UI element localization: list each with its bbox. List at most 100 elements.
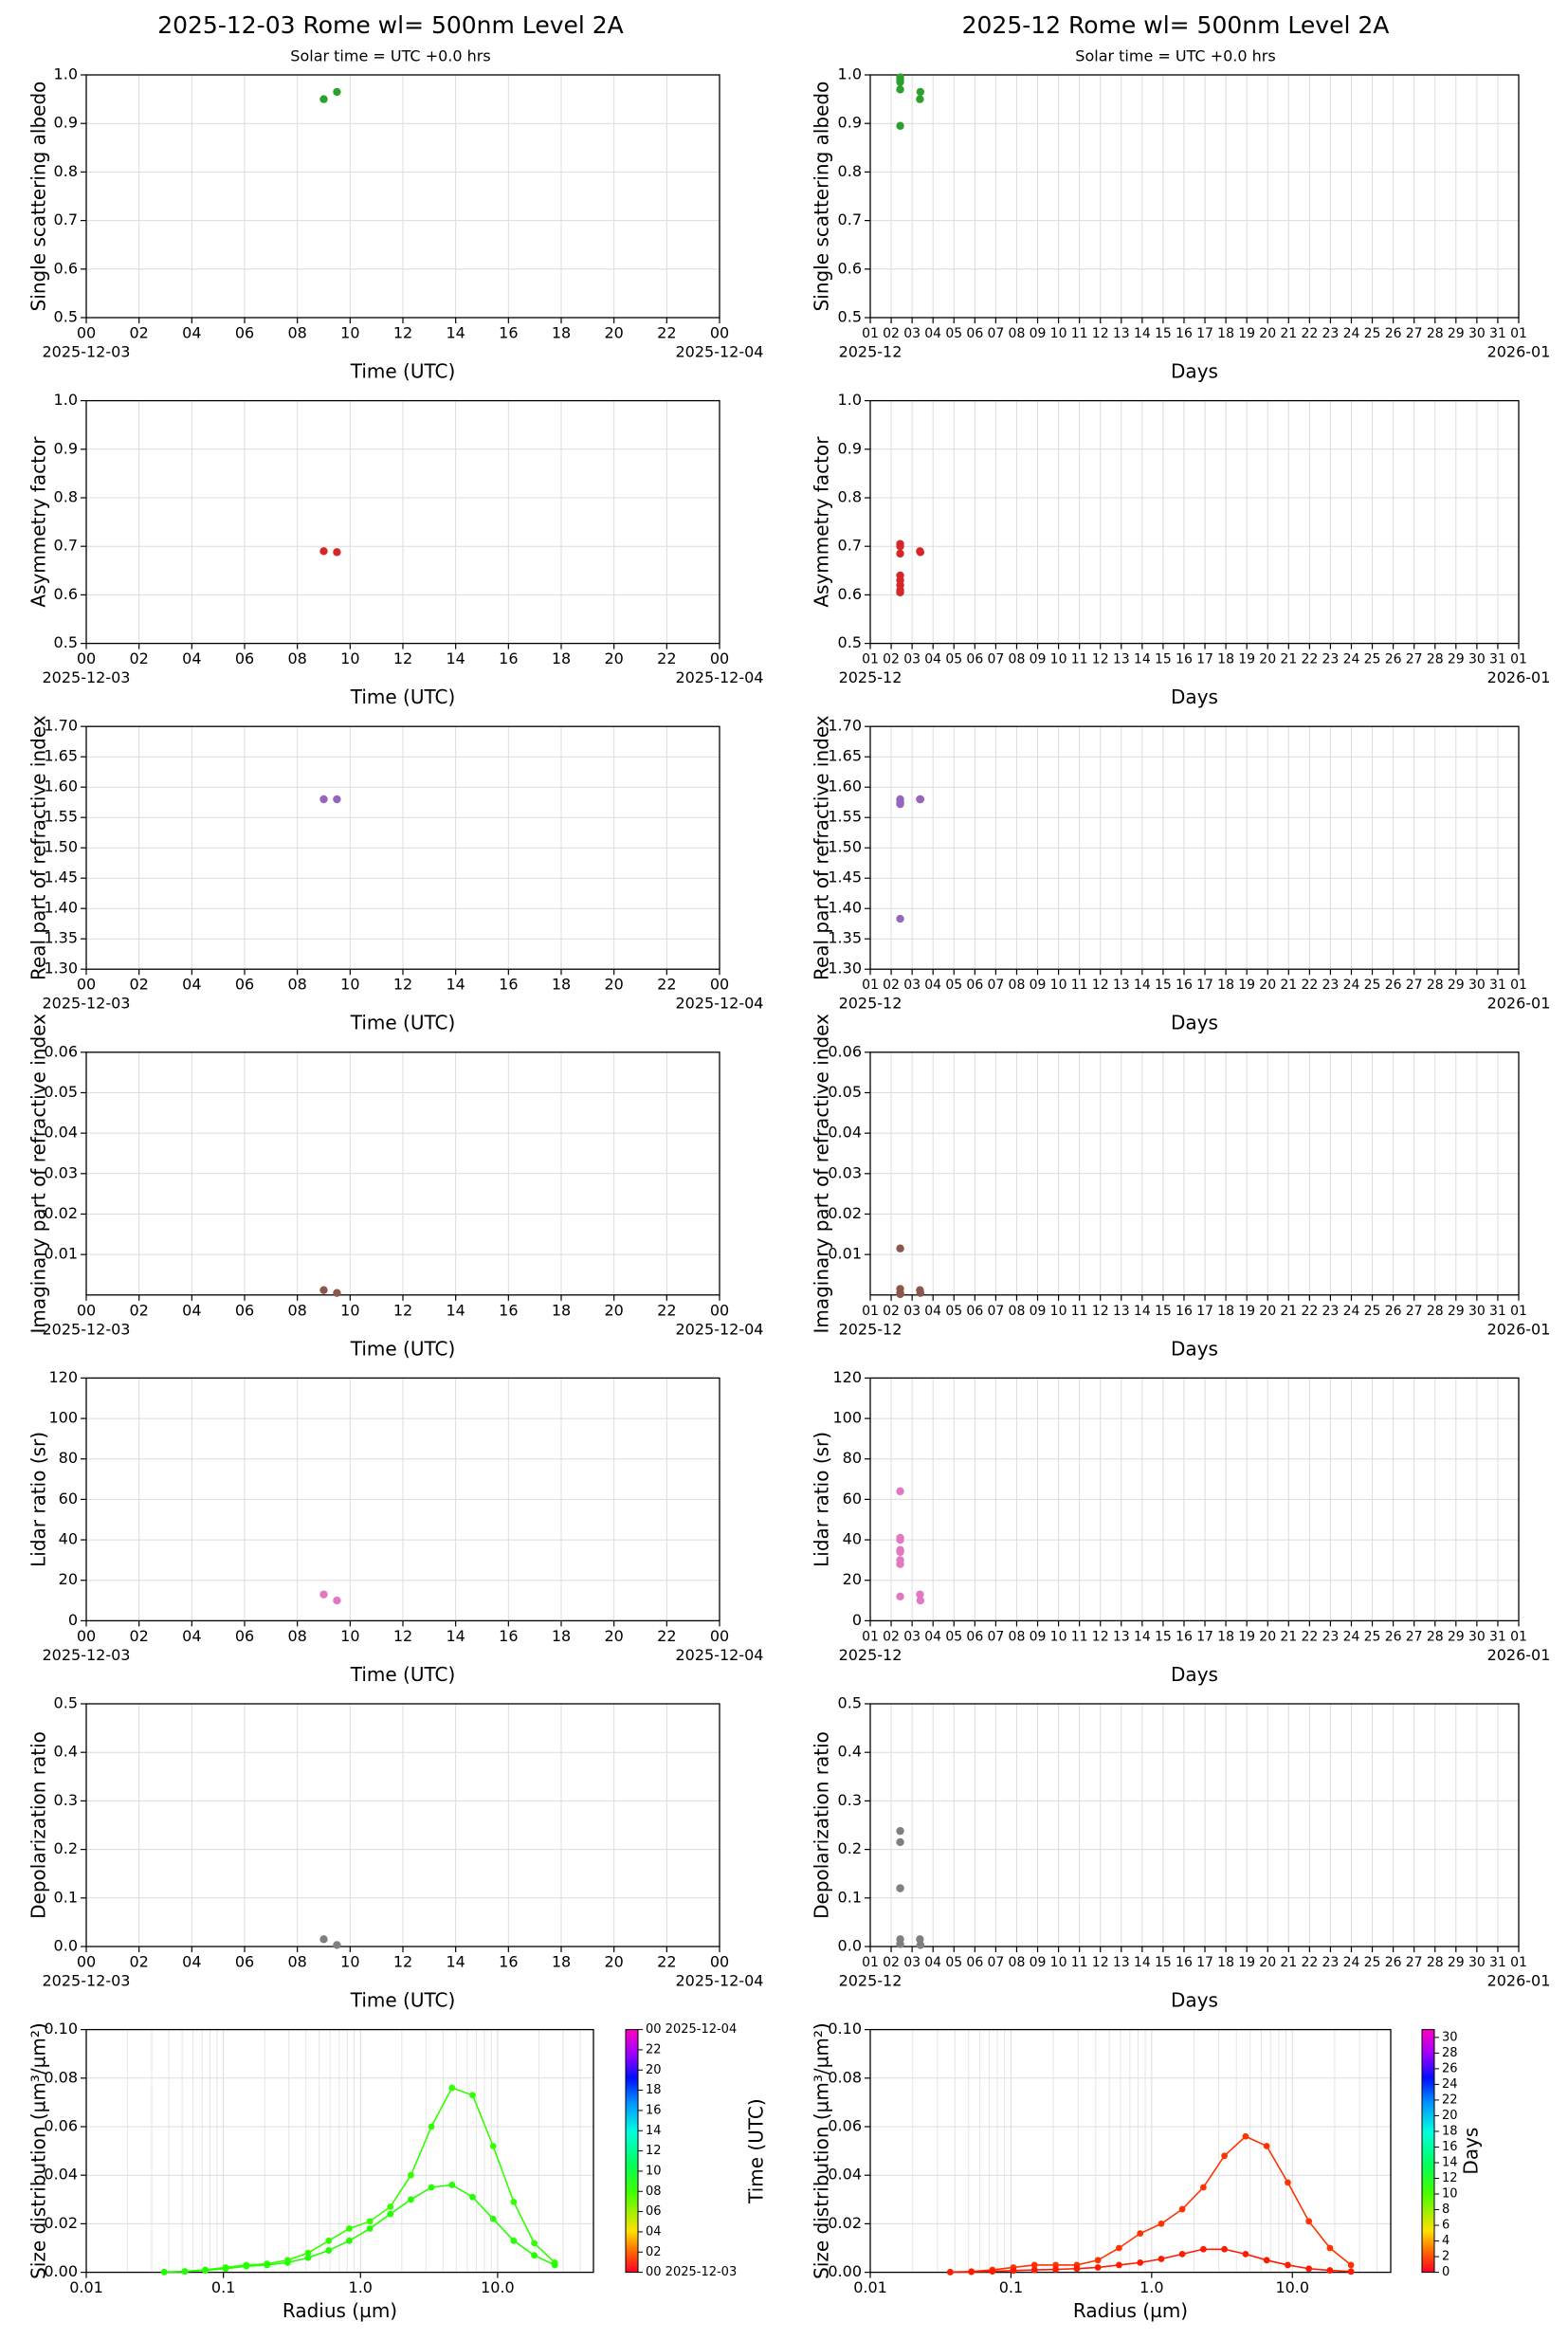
- x-tick-label: 16: [499, 1627, 518, 1645]
- x-tick-label: 27: [1406, 978, 1423, 993]
- x-tick-label: 0.1: [211, 2278, 235, 2296]
- x-tick-label: 02: [129, 649, 148, 667]
- data-point: [896, 1884, 904, 1892]
- x-date-label: 2026-01: [1487, 343, 1551, 361]
- plot-frame: [85, 1703, 720, 1947]
- x-date-label: 2025-12: [839, 1972, 903, 1990]
- data-point: [319, 1590, 328, 1599]
- data-point: [896, 1592, 904, 1601]
- x-tick-label: 12: [1092, 978, 1109, 993]
- x-tick-label: 23: [1322, 326, 1340, 341]
- data-point: [319, 1935, 328, 1944]
- x-tick-label: 03: [903, 1304, 921, 1319]
- data-point: [333, 1941, 341, 1949]
- x-tick-label: 20: [604, 976, 623, 994]
- x-tick-label: 30: [1468, 1629, 1486, 1644]
- y-tick-label: 0.1: [838, 1888, 862, 1906]
- x-tick-label: 21: [1280, 1629, 1297, 1644]
- x-tick-label: 01: [862, 978, 879, 993]
- y-tick-label: 0.5: [838, 1694, 862, 1712]
- y-tick-label: 80: [59, 1449, 78, 1467]
- data-point: [489, 2143, 497, 2149]
- x-tick-label: 25: [1364, 1304, 1381, 1319]
- x-tick-label: 10: [1050, 978, 1067, 993]
- y-tick-label: 1.55: [44, 808, 78, 826]
- data-point: [1158, 2256, 1165, 2262]
- x-tick-label: 04: [924, 978, 941, 993]
- y-tick-label: 0.4: [54, 1743, 78, 1761]
- data-point: [408, 2171, 414, 2179]
- data-point: [1285, 2261, 1291, 2269]
- x-tick-label: 27: [1406, 326, 1423, 341]
- data-point: [366, 2225, 374, 2232]
- x-tick-label: 08: [1009, 1629, 1026, 1644]
- data-point: [916, 87, 925, 97]
- x-tick-label: 08: [287, 976, 306, 994]
- y-tick-label: 0.3: [54, 1791, 78, 1809]
- colorbar-tick-label: 08: [646, 2185, 662, 2199]
- colorbar-tick-label: 02: [646, 2245, 662, 2259]
- x-tick-label: 22: [1301, 978, 1318, 993]
- colorbar-tick-label: 0: [1442, 2265, 1449, 2279]
- colorbar-label: Days: [1460, 2128, 1483, 2175]
- x-tick-label: 18: [552, 649, 571, 667]
- x-tick-label: 16: [1176, 652, 1193, 667]
- y-tick-label: 1.0: [54, 65, 78, 83]
- data-point: [896, 1535, 904, 1545]
- x-tick-label: 10: [1050, 1629, 1067, 1644]
- x-tick-label: 12: [393, 1301, 412, 1319]
- x-tick-label: 03: [903, 1629, 921, 1644]
- x-tick-label: 30: [1468, 326, 1486, 341]
- x-tick-label: 21: [1280, 978, 1297, 993]
- data-point: [1137, 2258, 1144, 2266]
- data-point: [304, 2249, 312, 2257]
- x-tick-label: 20: [604, 1301, 623, 1319]
- colorbar-tick-label: 18: [1442, 2124, 1458, 2138]
- x-tick-label: 16: [499, 324, 518, 342]
- x-tick-label: 01: [862, 1304, 879, 1319]
- x-tick-label: 04: [182, 1301, 201, 1319]
- x-tick-label: 18: [552, 1627, 571, 1645]
- x-tick-label: 16: [1176, 326, 1193, 341]
- x-tick-label: 16: [1176, 978, 1193, 993]
- x-tick-label: 10: [340, 1627, 359, 1645]
- data-point: [428, 2123, 435, 2130]
- x-tick-label: 00: [77, 1627, 96, 1645]
- y-tick-label: 0.5: [838, 633, 862, 651]
- x-tick-label: 04: [182, 324, 201, 342]
- data-point: [896, 1940, 904, 1948]
- y-tick-label: 0.7: [54, 210, 78, 229]
- x-date-label: 2025-12-03: [43, 343, 131, 361]
- x-tick-label: 11: [1071, 326, 1088, 341]
- x-axis-label: Time (UTC): [350, 1663, 456, 1686]
- x-tick-label: 23: [1322, 978, 1340, 993]
- y-tick-label: 0.7: [838, 537, 862, 555]
- plot-frame: [869, 399, 1520, 645]
- data-point: [319, 795, 328, 804]
- x-tick-label: 25: [1364, 652, 1381, 667]
- x-tick-label: 07: [987, 1304, 1004, 1319]
- x-tick-label: 14: [1134, 652, 1151, 667]
- x-tick-label: 10.0: [481, 2278, 515, 2296]
- x-tick-label: 04: [182, 1627, 201, 1645]
- y-axis-label: Real part of refractive index: [811, 715, 833, 980]
- data-point: [1285, 2179, 1291, 2186]
- y-tick-label: 0.8: [838, 488, 862, 506]
- x-tick-label: 20: [1259, 1955, 1276, 1970]
- colorbar: [1421, 2029, 1435, 2274]
- plot-frame: [85, 725, 720, 970]
- data-point: [325, 2247, 333, 2254]
- x-tick-label: 0.01: [853, 2278, 887, 2296]
- data-point: [896, 1289, 904, 1299]
- data-point: [469, 2193, 476, 2201]
- x-axis-label: Time (UTC): [350, 360, 456, 383]
- y-tick-label: 0.06: [44, 2117, 78, 2135]
- x-tick-label: 10.0: [1275, 2278, 1309, 2296]
- x-tick-label: 15: [1155, 1629, 1172, 1644]
- y-tick-label: 0.10: [828, 2020, 862, 2038]
- data-point: [896, 1560, 904, 1568]
- y-tick-label: 0.02: [44, 1204, 78, 1222]
- x-tick-label: 11: [1071, 652, 1088, 667]
- data-point: [1137, 2230, 1144, 2238]
- x-date-label: 2025-12-03: [43, 1646, 131, 1664]
